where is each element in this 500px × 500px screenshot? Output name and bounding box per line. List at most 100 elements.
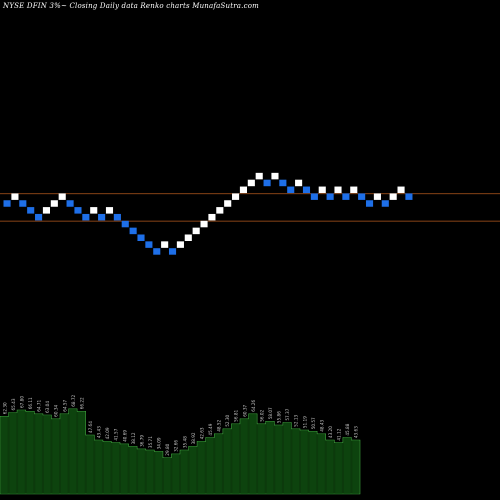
volume-bar [43,415,51,494]
up-brick [216,207,224,214]
volume-bar [318,433,325,494]
volume-label: 32.66 [174,440,179,452]
volume-bar [35,413,42,494]
up-brick [200,220,208,228]
reference-lines [0,193,500,222]
volume-bar [163,457,171,494]
up-brick [192,227,200,235]
up-brick [295,179,303,187]
down-brick [113,213,121,221]
up-brick [397,186,405,194]
down-brick [358,193,366,200]
volume-bar [326,440,334,494]
volume-label: 56.02 [259,409,264,421]
up-brick [224,200,232,207]
up-brick [176,241,184,248]
up-brick [239,186,247,194]
volume-bar [223,428,231,494]
down-brick [342,193,350,200]
volume-label: 40.69 [122,430,127,442]
volume-label: 41.12 [337,428,342,440]
up-brick [161,241,169,248]
volume-label: 35.48 [182,436,187,448]
down-brick [365,200,374,207]
volume-bar [69,408,77,494]
volume-bar [301,430,308,494]
volume-label: 42.63 [199,427,204,439]
up-brick [50,200,58,207]
down-brick [168,248,177,255]
down-brick [263,179,271,187]
volume-label: 55.86 [277,411,282,423]
volume-bar [78,411,85,494]
up-brick [232,193,240,200]
down-brick [302,186,311,194]
volume-label: 62.30 [2,402,7,414]
volume-label: 64.57 [62,399,67,411]
volume-bar [86,435,94,494]
volume-label: 57.37 [285,408,290,420]
volume-label: 60.37 [242,404,247,416]
volume-label: 43.63 [354,426,359,438]
volume-label: 66.22 [79,397,84,409]
down-brick [74,207,82,214]
volume-bar [103,441,111,494]
volume-bar [146,450,154,494]
volume-bar [61,413,68,494]
volume-bar [352,440,359,494]
volume-label: 43.20 [328,426,333,438]
volume-bar [138,448,145,494]
down-brick [19,200,27,207]
volume-bar [129,446,137,494]
up-brick [42,207,50,214]
volume-panel: 62.30 65.43 67.80 66.11 64.71 63.04 60.34 64.57… [0,394,361,495]
up-brick [184,234,192,241]
volume-bar [241,418,248,494]
down-brick [66,200,74,207]
volume-label: 64.71 [37,399,42,411]
volume-label: 60.34 [54,404,59,416]
volume-bar [112,442,119,494]
volume-label: 63.04 [45,401,50,413]
volume-bar [343,437,351,494]
chart-title: NYSE DFIN 3%~ Closing Daily data Renko c… [3,2,259,10]
volume-bar [9,412,17,494]
up-brick [318,186,326,194]
volume-label: 38.12 [131,432,136,444]
volume-label: 38.92 [191,432,196,444]
up-brick [334,186,342,194]
volume-bar [172,453,179,494]
down-brick [310,193,318,200]
down-brick [405,193,413,200]
down-brick [279,179,287,187]
up-brick [271,172,279,180]
volume-bar [215,433,222,494]
down-brick [381,200,389,207]
volume-label: 48.43 [319,419,324,431]
volume-bar [309,431,317,494]
volume-label: 50.57 [311,417,316,429]
up-brick [373,193,381,200]
volume-bar [275,425,282,494]
volume-label: 68.72 [71,394,76,406]
volume-label: 56.81 [234,409,239,421]
volume-label: 45.88 [345,423,350,435]
volume-bar [249,413,257,494]
volume-bar [283,422,291,494]
renko-bricks [3,172,413,255]
volume-bar [232,423,239,494]
volume-label: 43.43 [97,426,102,438]
volume-bar [206,437,214,494]
volume-label: 36.79 [139,435,144,447]
volume-bar [121,443,128,494]
volume-label: 34.09 [157,437,162,449]
down-brick [27,207,35,214]
down-brick [145,241,153,248]
up-brick [255,172,263,180]
down-brick [98,213,106,221]
up-brick [90,207,98,214]
volume-bar [181,450,188,494]
up-brick [208,213,216,221]
volume-bar [258,423,265,494]
volume-bar [266,421,274,494]
